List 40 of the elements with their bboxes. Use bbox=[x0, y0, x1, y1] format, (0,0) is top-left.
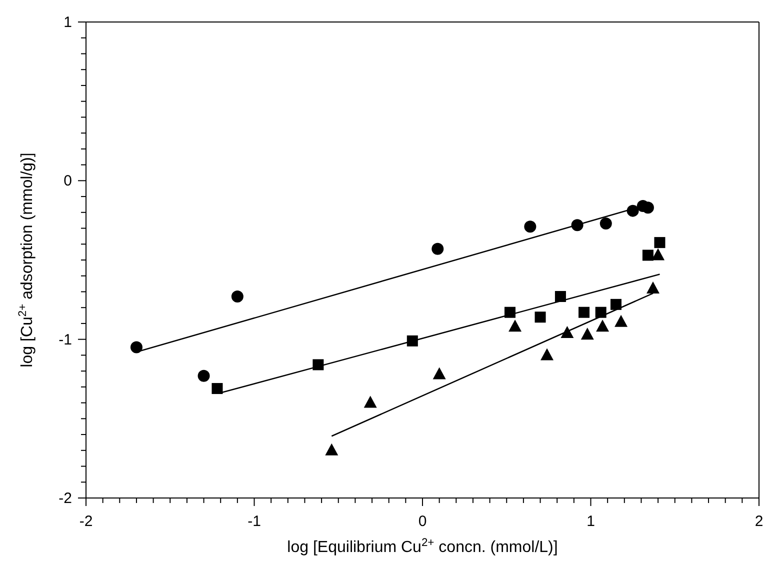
x-axis-title: log [Equilibrium Cu$^{2+}$ concn. (mmol/L)] bbox=[287, 537, 558, 556]
point bbox=[571, 219, 584, 232]
point bbox=[312, 359, 324, 370]
point bbox=[654, 237, 666, 248]
x-tick-label: -1 bbox=[248, 513, 261, 530]
x-tick-label: 0 bbox=[418, 513, 427, 530]
point bbox=[524, 220, 536, 233]
point bbox=[626, 204, 639, 217]
y-tick-label: -2 bbox=[58, 490, 72, 507]
point bbox=[198, 370, 210, 382]
point bbox=[364, 396, 377, 408]
point bbox=[325, 443, 338, 456]
point bbox=[652, 248, 665, 260]
point bbox=[432, 242, 444, 255]
point bbox=[596, 320, 610, 332]
point bbox=[578, 306, 590, 318]
point bbox=[554, 290, 566, 302]
point bbox=[560, 326, 574, 338]
point bbox=[540, 348, 554, 360]
point bbox=[610, 298, 622, 310]
y-tick-label: -1 bbox=[58, 331, 72, 348]
x-tick-label: 1 bbox=[586, 513, 595, 530]
point bbox=[406, 335, 418, 346]
point bbox=[504, 306, 516, 318]
point bbox=[508, 320, 522, 332]
point bbox=[600, 218, 612, 230]
point bbox=[130, 341, 142, 354]
x-tick-label: -2 bbox=[79, 513, 93, 530]
point bbox=[212, 383, 223, 394]
point bbox=[534, 312, 546, 323]
point bbox=[642, 250, 654, 261]
y-tick-label: 0 bbox=[64, 172, 72, 190]
point bbox=[614, 314, 628, 327]
point bbox=[432, 367, 446, 380]
point bbox=[595, 306, 606, 318]
x-tick-label: 2 bbox=[754, 513, 764, 530]
point bbox=[580, 328, 594, 340]
point bbox=[231, 290, 244, 302]
y-tick-label: 1 bbox=[64, 14, 72, 31]
point bbox=[646, 282, 660, 294]
